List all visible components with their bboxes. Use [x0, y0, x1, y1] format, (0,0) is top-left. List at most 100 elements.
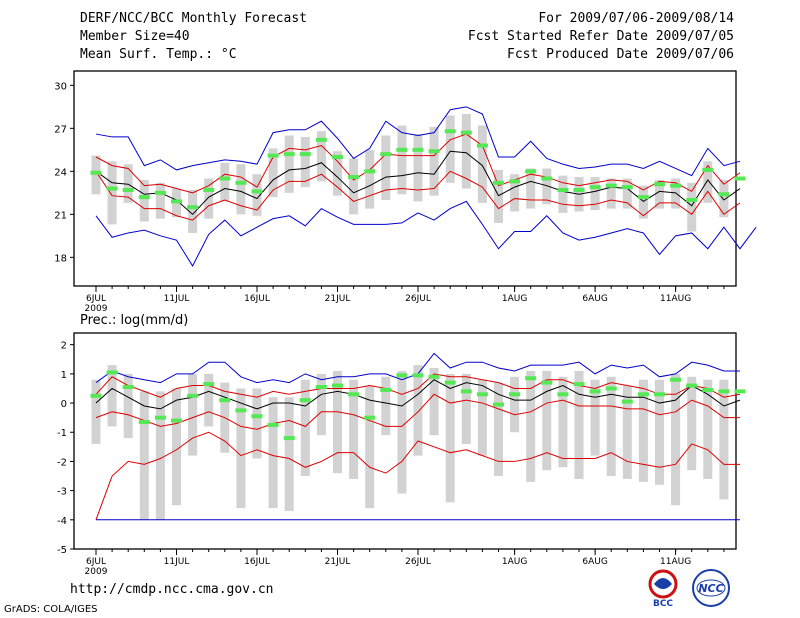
series-line-lower [95, 170, 741, 221]
ensemble-mean-bar [251, 189, 263, 194]
spread-box [139, 391, 149, 520]
ensemble-mean-bar [702, 387, 714, 392]
spread-box [494, 169, 503, 223]
y-tick-label: 27 [54, 124, 67, 135]
ensemble-mean-bar [187, 205, 199, 210]
ensemble-mean-bar [267, 153, 279, 158]
spread-box [300, 379, 310, 477]
ensemble-mean-bar [460, 389, 472, 394]
footer-url[interactable]: http://cmdp.ncc.cma.gov.cn [70, 582, 274, 597]
ensemble-mean-bar [541, 176, 553, 181]
ensemble-mean-bar [734, 176, 746, 181]
spread-box [316, 373, 326, 436]
spread-box [413, 134, 423, 202]
spread-box [268, 397, 278, 509]
ensemble-mean-bar [235, 408, 247, 413]
ensemble-mean-bar [396, 373, 408, 378]
produced-date: Fcst Produced Date 2009/07/06 [507, 47, 734, 62]
spread-box [622, 178, 632, 209]
x-tick-label: 16JUL [244, 557, 270, 567]
series-line-max [95, 106, 741, 177]
spread-box [397, 370, 407, 494]
spread-box [429, 126, 439, 196]
spread-box [155, 182, 165, 219]
x-year-label: 2009 [85, 304, 108, 314]
x-tick-label: 11AUG [660, 294, 691, 304]
ensemble-mean-bar [122, 385, 134, 389]
spread-box [542, 168, 552, 205]
y-tick-label: 18 [54, 253, 67, 264]
y-tick-label: -5 [57, 545, 67, 556]
ensemble-mean-bar [428, 149, 440, 154]
spread-box [123, 164, 133, 203]
x-tick-label: 21JUL [325, 557, 351, 567]
ensemble-mean-bar [686, 198, 698, 202]
ensemble-mean-bar [315, 137, 327, 142]
panel-title: Prec.: log(mm/d) [80, 313, 188, 328]
ensemble-mean-bar [315, 385, 327, 389]
y-tick-label: -1 [57, 428, 67, 439]
ensemble-mean-bar [493, 402, 504, 407]
spread-box [188, 373, 198, 456]
ensemble-mean-bar [654, 392, 665, 397]
started-date: Fcst Started Refer Date 2009/07/05 [467, 29, 734, 44]
y-tick-label: 1 [61, 370, 67, 381]
x-year-label: 2009 [85, 567, 108, 577]
y-tick-label: -2 [57, 457, 67, 468]
spread-box [204, 373, 214, 427]
spread-box [284, 397, 294, 512]
ensemble-mean-bar [476, 392, 488, 397]
spread-box [397, 125, 407, 195]
spread-box [333, 370, 342, 474]
spread-box [284, 135, 294, 193]
spread-box [542, 370, 552, 471]
spread-box [300, 136, 310, 188]
spread-box [381, 376, 391, 436]
x-tick-label: 1AUG [502, 294, 527, 304]
spread-box [526, 168, 536, 209]
ensemble-mean-bar [654, 182, 665, 187]
ensemble-mean-bar [412, 147, 424, 152]
spread-box [333, 151, 342, 196]
spread-box [703, 161, 713, 203]
forecast-period: For 2009/07/06-2009/08/14 [538, 11, 734, 26]
ensemble-mean-bar [670, 377, 682, 382]
ensemble-mean-bar [251, 414, 263, 419]
spread-box [91, 379, 101, 444]
spread-box [429, 368, 439, 436]
spread-box [461, 114, 471, 189]
spread-box [671, 373, 681, 506]
ensemble-mean-bar [364, 169, 376, 174]
ensemble-mean-bar [332, 155, 343, 159]
x-tick-label: 16JUL [244, 294, 270, 304]
y-tick-label: 30 [54, 81, 67, 92]
ensemble-mean-bar [235, 180, 247, 185]
ensemble-mean-bar [734, 389, 746, 394]
ensemble-mean-bar [283, 436, 295, 441]
spread-box [719, 179, 729, 218]
ensemble-mean-bar [348, 175, 360, 180]
ensemble-mean-bar [267, 422, 279, 427]
ensemble-mean-bar [589, 389, 601, 394]
spread-box [155, 391, 165, 520]
spread-box [236, 164, 246, 215]
y-tick-label: 0 [61, 399, 67, 410]
bcc-logo-icon: BCC [648, 569, 678, 608]
x-tick-label: 26JUL [405, 294, 431, 304]
ensemble-mean-bar [509, 179, 521, 184]
spread-box [510, 174, 520, 212]
ncc-logo-icon: NCC [692, 569, 730, 607]
spread-box [365, 149, 375, 209]
ensemble-mean-bar [573, 187, 585, 192]
ensemble-mean-bar [460, 130, 472, 135]
spread-box [349, 158, 359, 215]
ensemble-mean-bar [557, 392, 569, 397]
spread-box [172, 388, 181, 506]
y-tick-label: 21 [54, 210, 67, 221]
ensemble-mean-bar [332, 383, 343, 388]
spread-box [107, 161, 117, 225]
ensemble-mean-bar [621, 185, 633, 190]
spread-box [252, 388, 262, 459]
spread-box [107, 365, 117, 427]
x-tick-label: 11JUL [164, 294, 190, 304]
